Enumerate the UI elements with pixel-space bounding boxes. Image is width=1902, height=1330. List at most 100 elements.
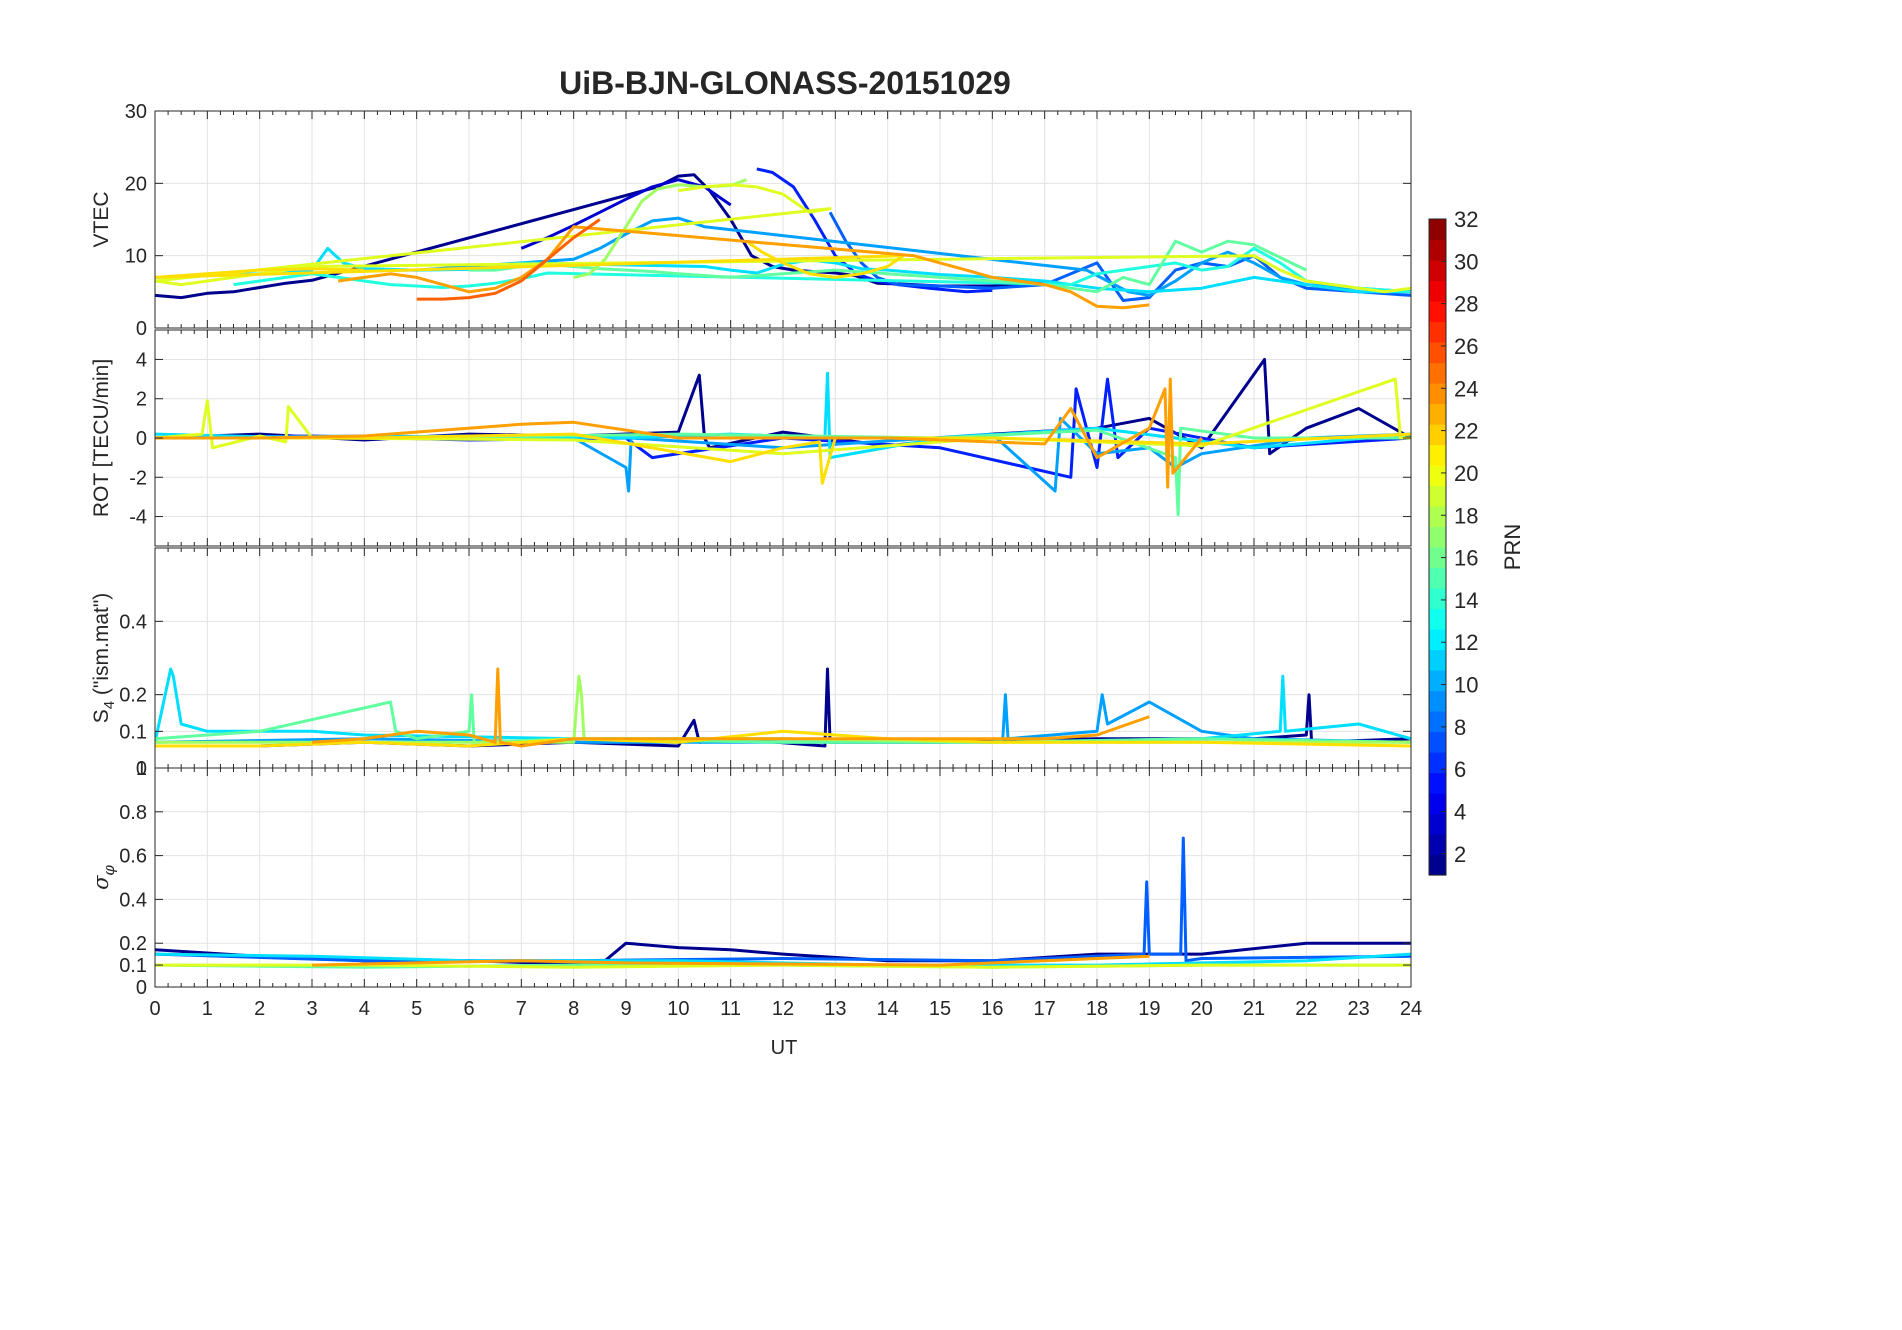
x-tick-label: 23 xyxy=(1348,998,1370,1020)
x-tick-label: 10 xyxy=(667,998,689,1020)
y-tick-label: 0.6 xyxy=(119,846,147,868)
colorbar-tick-label: 28 xyxy=(1454,292,1478,317)
y-tick-label: 1 xyxy=(136,758,147,780)
colorbar-segment xyxy=(1429,649,1446,671)
colorbar-segment xyxy=(1429,444,1446,466)
y-tick-label: 20 xyxy=(125,173,147,195)
x-axis-label: UT xyxy=(771,1037,798,1059)
colorbar-tick-label: 16 xyxy=(1454,546,1478,571)
x-tick-label: 22 xyxy=(1295,998,1317,1020)
colorbar-segment xyxy=(1429,321,1446,343)
colorbar-segment xyxy=(1429,280,1446,302)
series-prn-22 xyxy=(155,729,1411,748)
y-tick-label: 0 xyxy=(136,318,147,340)
colorbar-segment xyxy=(1429,465,1446,487)
x-tick-label: 9 xyxy=(620,998,631,1020)
colorbar-tick-label: 2 xyxy=(1454,842,1466,867)
y-axis-label: S4 ("ism.mat") xyxy=(90,593,118,724)
y-axis-label: VTEC xyxy=(90,191,113,247)
colorbar-segment xyxy=(1429,854,1446,876)
x-tick-label: 20 xyxy=(1191,998,1213,1020)
tick-marks xyxy=(154,330,1412,546)
y-tick-label: 0.4 xyxy=(119,889,147,911)
colorbar-segment xyxy=(1429,219,1446,241)
x-tick-label: 1 xyxy=(202,998,213,1020)
y-tick-label: 0 xyxy=(136,977,147,999)
colorbar-segment xyxy=(1429,342,1446,364)
y-axis-label: ROT [TECU/min] xyxy=(90,359,113,517)
y-tick-label: 0.2 xyxy=(119,685,147,707)
y-tick-label: 30 xyxy=(125,101,147,123)
x-tick-label: 7 xyxy=(516,998,527,1020)
x-axis: 0 1 2 3 4 5 6 7 8 9 10 11 12 13 14 15 16 17 18 19 20 21 22 23 24 xyxy=(149,998,1422,1020)
colorbar-segment xyxy=(1429,567,1446,589)
x-tick-label: 15 xyxy=(929,998,951,1020)
colorbar-segment xyxy=(1429,834,1446,856)
series-group xyxy=(155,667,1411,748)
y-tick-label: 0 xyxy=(136,758,147,780)
series-group xyxy=(155,836,1411,969)
series-group xyxy=(155,358,1411,517)
colorbar-segment xyxy=(1429,239,1446,261)
x-tick-label: 0 xyxy=(149,998,160,1020)
x-tick-label: 19 xyxy=(1138,998,1160,1020)
series-prn-24 xyxy=(337,225,1150,310)
colorbar-segment xyxy=(1429,690,1446,712)
colorbar-segment xyxy=(1429,608,1446,630)
tick-marks xyxy=(154,768,1412,987)
colorbar-segment xyxy=(1429,301,1446,323)
colorbar-tick-label: 4 xyxy=(1454,800,1466,825)
colorbar-tick-label: 20 xyxy=(1454,461,1478,486)
colorbar-segment xyxy=(1429,547,1446,569)
colorbar-tick-label: 26 xyxy=(1454,334,1478,359)
y-tick-label: 4 xyxy=(136,349,147,371)
chart-title: UiB-BJN-GLONASS-20151029 xyxy=(559,65,1011,101)
colorbar-segment xyxy=(1429,711,1446,733)
series-prn-24 xyxy=(311,954,1150,967)
colorbar-frame xyxy=(1428,218,1447,876)
panel-s4: 0 0.1 0.2 0.4S4 ("ism.mat") xyxy=(90,547,1412,780)
x-tick-label: 16 xyxy=(981,998,1003,1020)
x-tick-label: 17 xyxy=(1034,998,1056,1020)
colorbar-label: PRN xyxy=(1500,524,1525,570)
colorbar-segment xyxy=(1429,793,1446,815)
y-tick-label: 0.2 xyxy=(119,933,147,955)
colorbar-segment xyxy=(1429,485,1446,507)
panel-rot: -4 -2 0 2 4 ROT [TECU/min] xyxy=(90,329,1412,547)
colorbar-segment xyxy=(1429,424,1446,446)
y-tick-label: 0.1 xyxy=(119,721,147,743)
figure: UiB-BJN-GLONASS-20151029 0102030VTEC-4-2… xyxy=(89,65,1525,1059)
x-tick-label: 24 xyxy=(1400,998,1422,1020)
colorbar-segment xyxy=(1429,506,1446,528)
colorbar-tick-label: 18 xyxy=(1454,503,1478,528)
panel-vtec: 0 10 20 30 VTEC xyxy=(90,101,1412,340)
colorbar-segment xyxy=(1429,752,1446,774)
x-tick-label: 21 xyxy=(1243,998,1265,1020)
y-tick-label: 2 xyxy=(136,389,147,411)
series-prn-4 xyxy=(520,178,732,250)
colorbar-segment xyxy=(1429,383,1446,405)
colorbar-tick-label: 30 xyxy=(1454,249,1478,274)
colorbar-segment xyxy=(1429,670,1446,692)
x-tick-label: 4 xyxy=(359,998,370,1020)
x-tick-label: 3 xyxy=(306,998,317,1020)
series-prn-22 xyxy=(155,239,905,279)
colorbar-tick-label: 24 xyxy=(1454,376,1478,401)
series-prn-10 xyxy=(155,416,1411,493)
y-tick-label: 0.8 xyxy=(119,802,147,824)
colorbar-segment xyxy=(1429,629,1446,651)
colorbar-tick-label: 22 xyxy=(1454,419,1478,444)
series-prn-24 xyxy=(311,667,1150,748)
colorbar-tick-label: 12 xyxy=(1454,630,1478,655)
y-tick-label: 0 xyxy=(136,428,147,450)
colorbar-segment xyxy=(1429,362,1446,384)
colorbar-tick-label: 6 xyxy=(1454,757,1466,782)
series-prn-25 xyxy=(416,218,601,301)
colorbar-segment xyxy=(1429,772,1446,794)
series-prn-24 xyxy=(155,377,1203,489)
y-tick-label: -4 xyxy=(129,507,147,529)
series-prn-14 xyxy=(233,246,1411,294)
